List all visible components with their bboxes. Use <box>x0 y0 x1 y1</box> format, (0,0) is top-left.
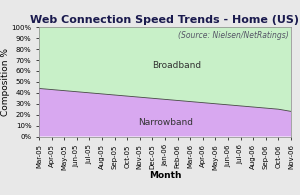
Y-axis label: Composition %: Composition % <box>1 48 10 116</box>
Title: Web Connection Speed Trends - Home (US): Web Connection Speed Trends - Home (US) <box>31 15 299 25</box>
Text: Narrowband: Narrowband <box>139 118 194 127</box>
X-axis label: Month: Month <box>149 171 181 180</box>
Text: Broadband: Broadband <box>152 61 201 70</box>
Text: (Source: Nielsen/NetRatings): (Source: Nielsen/NetRatings) <box>178 31 289 40</box>
